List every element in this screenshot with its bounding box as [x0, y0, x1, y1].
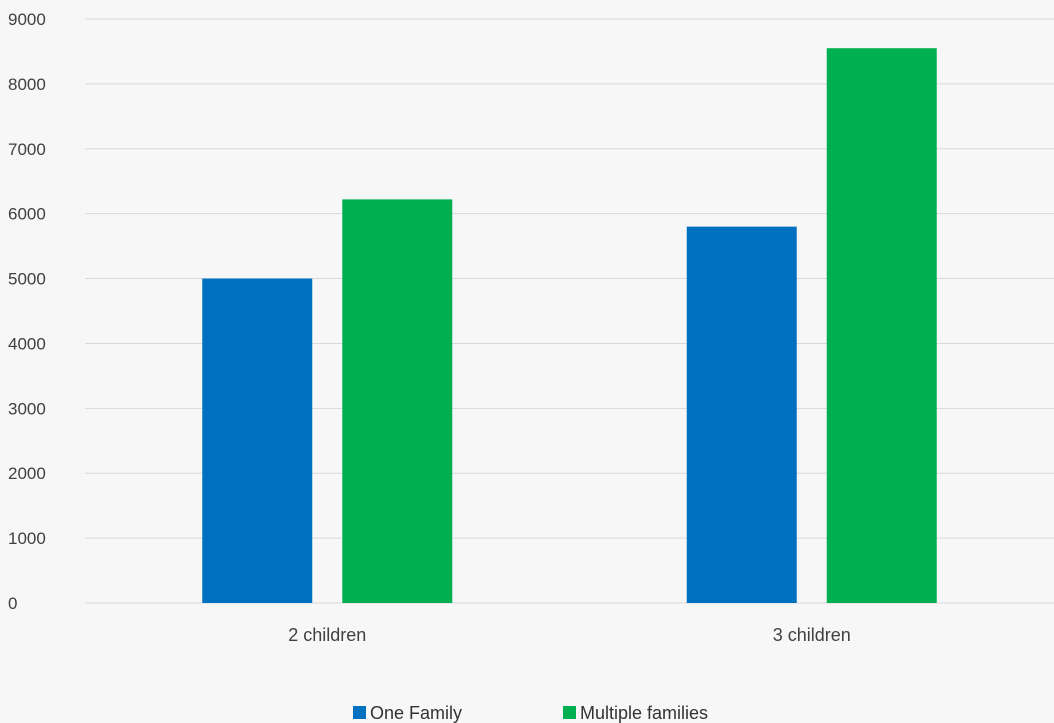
y-axis-tick-labels: 0 1000 2000 3000 4000 5000 6000 7000 8000 9000 [8, 10, 46, 613]
x-category-label: 3 children [773, 625, 851, 645]
y-tick-label: 7000 [8, 140, 46, 159]
legend-item: Multiple families [563, 703, 708, 723]
x-category-label: 2 children [288, 625, 366, 645]
legend-item: One Family [353, 703, 462, 723]
y-tick-label: 9000 [8, 10, 46, 29]
bar-multiple-families-2 [826, 48, 937, 603]
y-tick-label: 0 [8, 594, 17, 613]
y-tick-label: 3000 [8, 399, 46, 418]
bar-multiple-families-1 [342, 199, 453, 603]
legend-swatch [353, 706, 366, 719]
y-tick-label: 6000 [8, 205, 46, 224]
bar-one-family-2 [686, 226, 797, 603]
bars [202, 48, 937, 603]
x-axis-category-labels: 2 children 3 children [288, 625, 851, 645]
y-tick-label: 1000 [8, 529, 46, 548]
legend-swatch [563, 706, 576, 719]
y-tick-label: 8000 [8, 75, 46, 94]
legend-label: One Family [370, 703, 462, 723]
legend-label: Multiple families [580, 703, 708, 723]
legend: One Family Multiple families [353, 703, 708, 723]
y-tick-label: 4000 [8, 334, 46, 353]
y-tick-label: 2000 [8, 464, 46, 483]
y-tick-label: 5000 [8, 270, 46, 289]
bar-one-family-1 [202, 278, 313, 603]
